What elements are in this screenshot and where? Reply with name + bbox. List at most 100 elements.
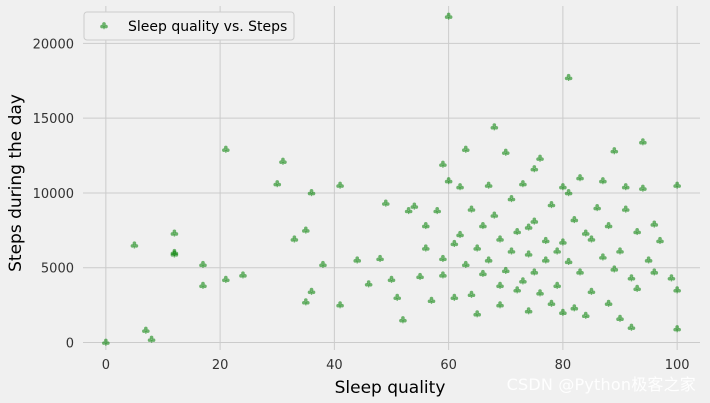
- data-point: [564, 73, 573, 81]
- data-point: [610, 265, 619, 273]
- data-point: [667, 274, 676, 282]
- data-point: [142, 326, 150, 334]
- data-point: [673, 325, 681, 333]
- data-point: [456, 183, 464, 191]
- data-point: [479, 221, 487, 230]
- data-point: [199, 281, 207, 289]
- y-tick-label: 20000: [33, 37, 74, 52]
- data-point: [530, 268, 539, 276]
- data-point: [170, 248, 179, 256]
- data-point: [644, 256, 653, 264]
- data-point: [519, 180, 527, 188]
- y-axis-label: Steps during the day: [6, 94, 26, 272]
- data-point: [673, 181, 681, 189]
- data-point: [501, 148, 510, 156]
- x-tick-label: 40: [326, 358, 343, 373]
- data-point: [553, 281, 561, 289]
- data-point: [599, 253, 607, 261]
- data-point: [364, 280, 373, 288]
- data-point: [147, 335, 156, 343]
- data-point: [530, 165, 539, 173]
- data-point: [387, 275, 396, 283]
- data-point: [102, 338, 110, 346]
- legend: Sleep quality vs. Steps: [83, 11, 295, 41]
- data-point: [490, 211, 499, 219]
- data-point: [519, 277, 527, 285]
- scatter-points: [102, 12, 681, 346]
- x-tick-label: 20: [212, 358, 229, 373]
- legend-label: Sleep quality vs. Steps: [128, 19, 287, 35]
- data-point: [616, 247, 624, 255]
- y-tick-label: 10000: [33, 187, 74, 202]
- data-point: [302, 226, 310, 234]
- data-point: [473, 310, 481, 318]
- data-point: [484, 181, 493, 189]
- data-point: [564, 189, 573, 197]
- data-point: [627, 323, 636, 331]
- data-point: [404, 207, 413, 215]
- data-point: [444, 177, 453, 185]
- data-point: [222, 145, 230, 153]
- data-point: [639, 184, 647, 192]
- legend-marker-club-icon: [100, 22, 108, 30]
- data-point: [570, 304, 579, 312]
- data-point: [170, 229, 179, 237]
- data-point: [307, 189, 316, 197]
- data-point: [530, 217, 539, 225]
- data-point: [513, 227, 521, 236]
- data-point: [410, 202, 419, 210]
- data-point: [621, 205, 630, 213]
- data-point: [416, 272, 424, 280]
- data-point: [439, 254, 447, 262]
- data-point: [421, 221, 430, 230]
- data-point: [599, 177, 607, 185]
- data-point: [524, 223, 533, 231]
- data-point: [581, 311, 590, 319]
- data-point: [484, 256, 493, 264]
- data-point: [307, 287, 316, 295]
- x-axis-ticks: 0 20 40 60 80 100: [102, 358, 690, 373]
- data-point: [222, 275, 230, 283]
- y-tick-label: 15000: [33, 112, 74, 127]
- data-point: [587, 287, 596, 295]
- data-point: [479, 269, 487, 277]
- data-point: [559, 238, 567, 246]
- data-point: [610, 147, 619, 155]
- data-point: [564, 257, 573, 265]
- x-tick-label: 0: [102, 358, 110, 373]
- data-point: [633, 284, 641, 292]
- x-axis-label: Sleep quality: [335, 378, 446, 398]
- data-point: [239, 271, 247, 279]
- data-point: [507, 247, 516, 255]
- data-point: [524, 307, 533, 315]
- watermark: CSDN @Python极客之家: [506, 375, 696, 394]
- data-point: [593, 204, 601, 212]
- data-point: [559, 183, 567, 191]
- data-point: [576, 268, 584, 276]
- grid: [83, 6, 700, 350]
- data-point: [319, 260, 327, 268]
- data-point: [541, 256, 550, 264]
- data-point: [650, 220, 659, 228]
- data-point: [656, 236, 664, 245]
- data-point: [496, 301, 504, 309]
- data-point: [461, 145, 470, 153]
- data-point: [467, 290, 476, 298]
- data-point: [461, 260, 470, 268]
- data-point: [639, 138, 647, 146]
- data-point: [541, 236, 550, 245]
- data-point: [381, 199, 390, 207]
- data-point: [627, 274, 636, 282]
- data-point: [444, 12, 453, 20]
- data-point: [673, 286, 681, 294]
- data-point: [496, 281, 504, 289]
- data-point: [576, 174, 584, 182]
- data-point: [450, 239, 459, 248]
- y-tick-label: 0: [66, 337, 74, 352]
- data-point: [581, 229, 590, 237]
- data-point: [513, 286, 521, 294]
- data-point: [439, 160, 447, 168]
- data-point: [604, 221, 613, 230]
- data-point: [421, 244, 430, 252]
